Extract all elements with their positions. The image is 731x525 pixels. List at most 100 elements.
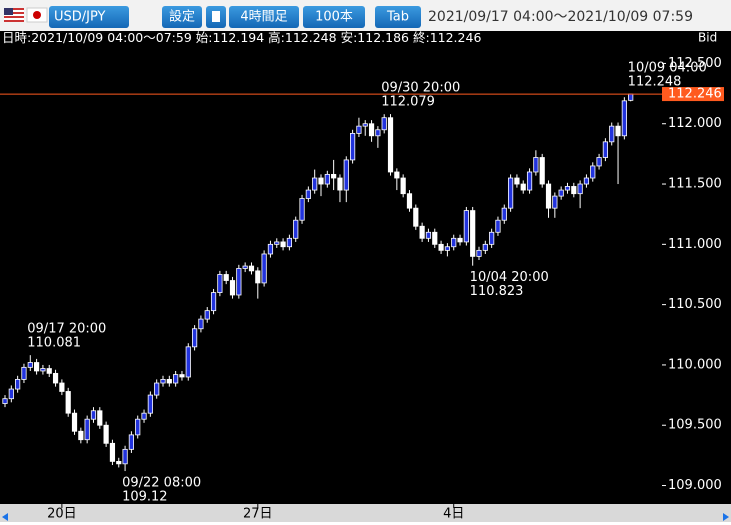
candle-body (406, 193, 413, 209)
candle-body (602, 141, 609, 158)
annotation-time: 09/30 20:00 (381, 81, 460, 96)
candle-body (583, 177, 590, 185)
candle-body (166, 379, 172, 384)
candle-body (293, 219, 299, 239)
candle-body (286, 237, 293, 248)
candle-body (331, 173, 337, 179)
candle-body (97, 410, 103, 426)
candle-body (539, 157, 545, 185)
candle-body (381, 117, 387, 131)
scroll-right[interactable] (723, 513, 729, 521)
info-datetime: 日時:2021/10/09 04:00〜07:59 (2, 30, 192, 45)
candle-body (52, 372, 59, 384)
info-high: 112.248 (285, 30, 337, 45)
y-tick-label: 110.500 (668, 297, 722, 312)
candle-body (229, 280, 236, 296)
candle-body (2, 398, 8, 404)
annotation-price: 109.12 (122, 490, 168, 505)
candle-body (470, 210, 476, 257)
candle-body (343, 159, 349, 191)
y-tick-label: 109.000 (668, 478, 722, 493)
candle-body (40, 368, 46, 372)
date-range: 2021/09/17 04:00〜2021/10/09 07:59 (428, 9, 693, 25)
info-low: 112.186 (357, 30, 409, 45)
candle-body (375, 129, 381, 137)
pair: USD/JPY (54, 10, 106, 25)
y-tick-label: 111.000 (668, 237, 722, 252)
candle-body (173, 374, 179, 384)
settings-button[interactable] (162, 6, 202, 28)
candle-body (160, 379, 166, 384)
candle-body (299, 198, 305, 221)
candle-body (223, 274, 229, 281)
annotation-time: 10/09 04:00 (628, 60, 707, 75)
y-tick-label: 109.500 (668, 418, 722, 433)
x-axis-strip (0, 504, 731, 522)
timeframe-button[interactable] (229, 6, 299, 28)
candle-body (501, 207, 507, 221)
candle-body (78, 430, 84, 441)
count: 100本 (315, 10, 353, 25)
candle-body (65, 391, 71, 414)
candle-body (191, 328, 198, 348)
candle-body (368, 123, 375, 137)
candle-body (394, 171, 400, 179)
candle-body (507, 177, 514, 209)
candle-body (242, 265, 248, 269)
candle-body (552, 195, 558, 209)
annotation-time: 10/04 20:00 (470, 270, 549, 285)
count-button[interactable] (303, 6, 365, 28)
candle-body (255, 270, 261, 284)
trash-icon (212, 11, 220, 22)
candle-body (349, 132, 356, 161)
candle-body (312, 177, 318, 191)
candle-body (84, 418, 90, 441)
candle-body (198, 318, 204, 330)
candle-body (356, 125, 362, 134)
info-close-label: 終: (413, 30, 430, 45)
candle-body (15, 379, 21, 390)
candle-body (413, 207, 419, 227)
y-tick-label: 110.000 (668, 357, 722, 372)
candle-body (476, 249, 482, 257)
candle-body (21, 366, 27, 380)
annotation-price: 110.081 (27, 336, 81, 351)
scroll-left[interactable] (2, 513, 8, 521)
tab-button[interactable] (375, 6, 421, 28)
annotation-price: 110.823 (470, 284, 524, 299)
candle-body (236, 268, 242, 296)
y-tick-label: 112.000 (668, 116, 722, 131)
candle-body (615, 125, 621, 137)
x-tick-label: 4日 (443, 507, 464, 522)
candle-body (103, 424, 109, 444)
candle-body (621, 100, 627, 137)
candle-body (400, 177, 406, 195)
candle-body (387, 117, 394, 173)
info-close: 112.246 (430, 30, 482, 45)
candle-body (217, 274, 223, 293)
candle-body (8, 388, 14, 400)
candle-body (154, 382, 160, 396)
candle-body (305, 189, 311, 199)
candle-body (596, 157, 602, 167)
candle-body (280, 241, 286, 248)
settings: 設定 (169, 9, 195, 25)
candle-body (482, 243, 488, 251)
candle-body (179, 374, 185, 378)
candle-body (261, 253, 267, 284)
candle-body (526, 171, 533, 191)
candle-body (135, 418, 141, 436)
candle-body (204, 310, 210, 320)
candle-body (425, 231, 432, 239)
pair-button[interactable] (49, 6, 129, 28)
candle-body (267, 243, 274, 255)
candle-body (46, 368, 52, 374)
x-tick-label: 20日 (47, 507, 77, 522)
candle-body (438, 243, 444, 251)
candle-body (514, 177, 520, 185)
annotation-price: 112.079 (381, 95, 435, 110)
candle-body (533, 157, 539, 173)
candle-body (318, 177, 324, 185)
candle-body (545, 183, 552, 209)
